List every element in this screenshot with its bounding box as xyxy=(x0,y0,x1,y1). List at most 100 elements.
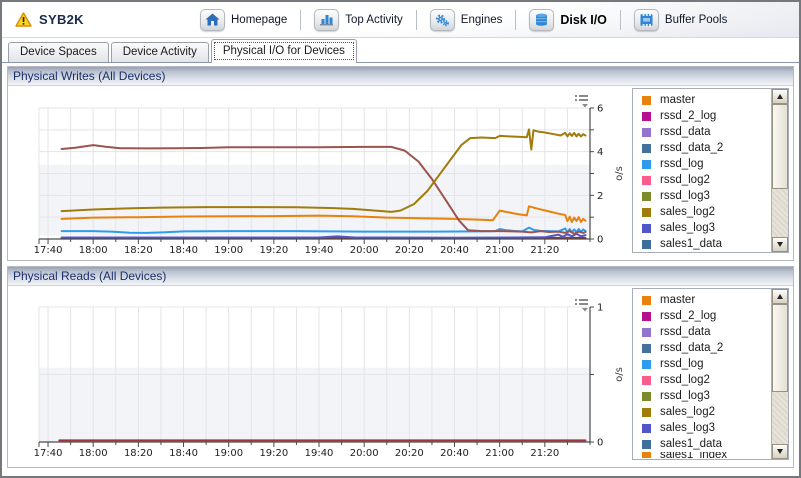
nav-buffer-pools[interactable]: Buffer Pools xyxy=(621,7,740,33)
scroll-up-button[interactable] xyxy=(772,89,788,104)
title-bar: SYB2K Homepage Top Activity Engines Disk I/… xyxy=(2,2,799,38)
svg-text:19:00: 19:00 xyxy=(214,245,243,256)
legend-label: rssd_log xyxy=(660,158,704,170)
scroll-down-button[interactable] xyxy=(772,237,788,252)
reads-chart[interactable]: 17:40 18:00 18:20 18:40 19:00 19:20 19:40 20:00… xyxy=(8,286,638,472)
legend-item-master[interactable]: master xyxy=(633,92,771,108)
legend-item-sales1-index-clipped[interactable]: sales1_index xyxy=(633,452,771,458)
legend-item-rssd-2-log[interactable]: rssd_2_log xyxy=(633,108,771,124)
legend-label: rssd_2_log xyxy=(660,310,717,322)
legend-swatch xyxy=(642,439,651,449)
legend-label: sales_log3 xyxy=(660,222,715,234)
svg-text:0: 0 xyxy=(597,438,603,449)
legend-scrollbar[interactable] xyxy=(771,89,788,252)
scroll-up-button[interactable] xyxy=(772,289,788,304)
legend-item-sales1-data[interactable]: sales1_data xyxy=(633,236,771,252)
svg-text:18:40: 18:40 xyxy=(169,245,198,256)
scroll-thumb[interactable] xyxy=(772,304,788,393)
nav-separator xyxy=(619,9,621,30)
svg-text:19:20: 19:20 xyxy=(259,245,288,256)
legend-item-rssd-log2[interactable]: rssd_log2 xyxy=(633,372,771,388)
legend-label: master xyxy=(660,94,696,106)
legend-label: rssd_log3 xyxy=(660,190,710,202)
svg-text:20:40: 20:40 xyxy=(440,245,469,256)
svg-text:18:20: 18:20 xyxy=(124,448,153,459)
legend-label: rssd_data_2 xyxy=(660,142,724,154)
panel-title: Physical Reads (All Devices) xyxy=(8,267,793,286)
svg-text:4: 4 xyxy=(597,147,603,158)
legend-item-sales1-data[interactable]: sales1_data xyxy=(633,436,771,452)
svg-text:18:20: 18:20 xyxy=(124,245,153,256)
nav-separator xyxy=(300,9,302,30)
legend-item-rssd-log3[interactable]: rssd_log3 xyxy=(633,388,771,404)
svg-text:21:20: 21:20 xyxy=(530,448,559,459)
triangle-down-icon xyxy=(777,242,783,247)
legend-item-sales-log2[interactable]: sales_log2 xyxy=(633,404,771,420)
legend-label: sales1_index xyxy=(660,452,728,458)
svg-text:2: 2 xyxy=(597,191,603,202)
legend-item-sales-log2[interactable]: sales_log2 xyxy=(633,204,771,220)
legend-swatch xyxy=(642,407,651,417)
writes-chart-canvas[interactable]: 17:40 18:00 18:20 18:40 19:00 19:20 19:40 20:00… xyxy=(8,86,638,260)
legend-item-rssd-log3[interactable]: rssd_log3 xyxy=(633,188,771,204)
svg-text:20:20: 20:20 xyxy=(395,448,424,459)
svg-text:6: 6 xyxy=(597,104,603,115)
top-nav: Homepage Top Activity Engines Disk I/O Buffe… xyxy=(187,7,740,33)
legend-item-rssd-2-log[interactable]: rssd_2_log xyxy=(633,308,771,324)
reads-chart-canvas[interactable]: 17:40 18:00 18:20 18:40 19:00 19:20 19:40 20:00… xyxy=(8,286,638,467)
chart-options-icon[interactable] xyxy=(574,94,592,108)
legend-swatch xyxy=(642,359,651,369)
legend-swatch xyxy=(642,207,651,217)
legend-label: sales1_data xyxy=(660,438,723,450)
legend-label: rssd_data_2 xyxy=(660,342,724,354)
legend-scrollbar[interactable] xyxy=(771,289,788,459)
tab-device-activity[interactable]: Device Activity xyxy=(110,42,209,62)
svg-text:18:40: 18:40 xyxy=(169,448,198,459)
nav-label: Engines xyxy=(460,13,503,26)
svg-text:17:40: 17:40 xyxy=(34,245,63,256)
scroll-thumb[interactable] xyxy=(772,104,788,189)
nav-separator xyxy=(415,9,417,30)
warning-icon[interactable] xyxy=(15,12,32,27)
svg-text:20:40: 20:40 xyxy=(440,448,469,459)
legend-swatch xyxy=(642,311,651,321)
legend-swatch xyxy=(642,239,651,249)
legend-item-sales-log3[interactable]: sales_log3 xyxy=(633,220,771,236)
nav-engines[interactable]: Engines xyxy=(417,7,516,33)
scroll-down-button[interactable] xyxy=(772,444,788,459)
legend-item-rssd-data-2[interactable]: rssd_data_2 xyxy=(633,340,771,356)
legend-swatch xyxy=(642,423,651,433)
nav-top-activity[interactable]: Top Activity xyxy=(301,7,416,33)
tab-device-spaces[interactable]: Device Spaces xyxy=(8,42,109,62)
writes-chart[interactable]: 17:40 18:00 18:20 18:40 19:00 19:20 19:40 20:00… xyxy=(8,86,638,265)
chart-options-icon[interactable] xyxy=(574,298,592,312)
legend-item-rssd-data[interactable]: rssd_data xyxy=(633,124,771,140)
legend-label: rssd_log2 xyxy=(660,174,710,186)
nav-label: Disk I/O xyxy=(560,12,607,27)
bar-chart-icon xyxy=(314,8,340,31)
legend-swatch xyxy=(642,191,651,201)
legend-item-rssd-data[interactable]: rssd_data xyxy=(633,324,771,340)
legend-label: rssd_log2 xyxy=(660,374,710,386)
legend-item-rssd-log[interactable]: rssd_log xyxy=(633,356,771,372)
gears-icon xyxy=(429,8,455,31)
svg-text:20:00: 20:00 xyxy=(350,245,379,256)
legend-item-rssd-log2[interactable]: rssd_log2 xyxy=(633,172,771,188)
legend-swatch xyxy=(642,223,651,233)
tab-physical-i-o-for-devices[interactable]: Physical I/O for Devices xyxy=(210,39,357,63)
tab-strip: Device Spaces Device Activity Physical I/O… xyxy=(2,38,799,63)
nav-homepage[interactable]: Homepage xyxy=(187,7,300,33)
title-block: SYB2K xyxy=(2,12,187,27)
svg-text:21:00: 21:00 xyxy=(485,245,514,256)
nav-disk-i-o[interactable]: Disk I/O xyxy=(516,7,620,33)
home-icon xyxy=(200,8,225,31)
legend-item-sales-log3[interactable]: sales_log3 xyxy=(633,420,771,436)
legend-item-master[interactable]: master xyxy=(633,292,771,308)
legend-item-rssd-data-2[interactable]: rssd_data_2 xyxy=(633,140,771,156)
legend-label: sales_log2 xyxy=(660,206,715,218)
legend-item-rssd-log[interactable]: rssd_log xyxy=(633,156,771,172)
legend-swatch xyxy=(642,343,651,353)
legend-swatch xyxy=(642,295,651,305)
